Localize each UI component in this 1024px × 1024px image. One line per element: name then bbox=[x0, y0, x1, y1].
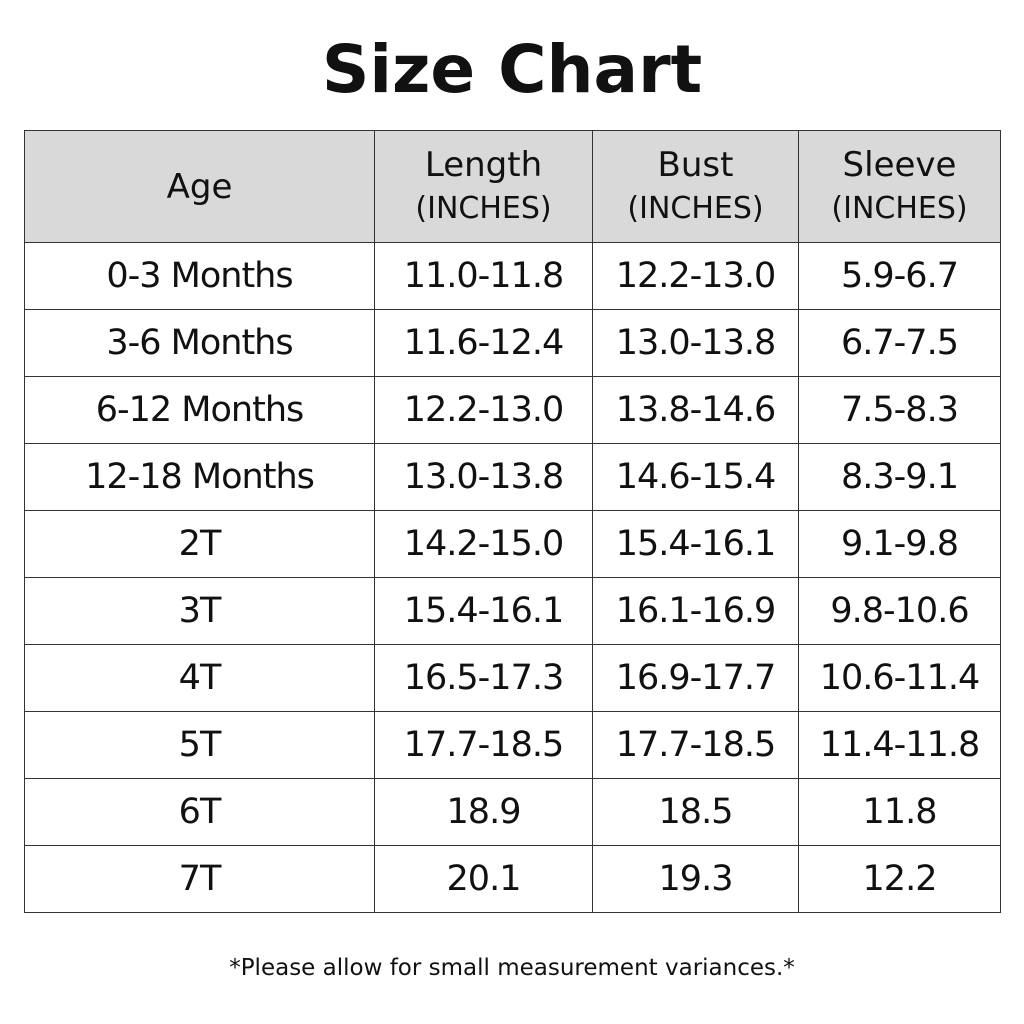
measure-cell: 18.5 bbox=[592, 778, 799, 846]
age-cell: 2T bbox=[24, 510, 375, 578]
title: Size Chart bbox=[321, 31, 703, 108]
measure-cell: 17.7-18.5 bbox=[592, 711, 799, 779]
measure-cell: 11.6-12.4 bbox=[374, 309, 593, 377]
age-cell: 12-18 Months bbox=[24, 443, 375, 511]
measure-cell: 18.9 bbox=[374, 778, 593, 846]
measure-cell: 8.3-9.1 bbox=[798, 443, 1001, 511]
table-row: 12-18 Months 13.0-13.8 14.6-15.4 8.3-9.1 bbox=[24, 443, 1001, 511]
header-cell: Bust (INCHES) bbox=[592, 130, 799, 243]
measure-cell: 5.9-6.7 bbox=[798, 242, 1001, 310]
measure-cell: 9.8-10.6 bbox=[798, 577, 1001, 645]
measure-cell: 10.6-11.4 bbox=[798, 644, 1001, 712]
measure-cell: 13.0-13.8 bbox=[592, 309, 799, 377]
measure-cell: 15.4-16.1 bbox=[592, 510, 799, 578]
measure-cell: 11.8 bbox=[798, 778, 1001, 846]
measure-cell: 14.2-15.0 bbox=[374, 510, 593, 578]
measure-cell: 12.2 bbox=[798, 845, 1001, 913]
age-cell: 6-12 Months bbox=[24, 376, 375, 444]
measure-cell: 12.2-13.0 bbox=[592, 242, 799, 310]
age-cell: 3T bbox=[24, 577, 375, 645]
age-cell: 5T bbox=[24, 711, 375, 779]
age-cell: 0-3 Months bbox=[24, 242, 375, 310]
table-body: 0-3 Months 11.0-11.8 12.2-13.0 5.9-6.7 3-6 M… bbox=[24, 242, 1001, 913]
table-row: 3T 15.4-16.1 16.1-16.9 9.8-10.6 bbox=[24, 577, 1001, 645]
header-cell: Sleeve (INCHES) bbox=[798, 130, 1001, 243]
table-row: 0-3 Months 11.0-11.8 12.2-13.0 5.9-6.7 bbox=[24, 242, 1001, 310]
header-cell: Age bbox=[24, 130, 375, 243]
table-row: 2T 14.2-15.0 15.4-16.1 9.1-9.8 bbox=[24, 510, 1001, 578]
header-unit: (INCHES) bbox=[831, 190, 968, 226]
measure-cell: 14.6-15.4 bbox=[592, 443, 799, 511]
measure-cell: 9.1-9.8 bbox=[798, 510, 1001, 578]
header-row: Age Length (INCHES) Bust (INCHES) Sleeve (INCH… bbox=[24, 130, 1001, 243]
measure-cell: 16.1-16.9 bbox=[592, 577, 799, 645]
header-label: Length bbox=[424, 144, 543, 185]
table-row: 5T 17.7-18.5 17.7-18.5 11.4-11.8 bbox=[24, 711, 1001, 779]
age-cell: 3-6 Months bbox=[24, 309, 375, 377]
table-row: 7T 20.1 19.3 12.2 bbox=[24, 845, 1001, 913]
table-row: 3-6 Months 11.6-12.4 13.0-13.8 6.7-7.5 bbox=[24, 309, 1001, 377]
footnote: *Please allow for small measurement vari… bbox=[229, 955, 795, 981]
header-unit: (INCHES) bbox=[627, 190, 764, 226]
measure-cell: 15.4-16.1 bbox=[374, 577, 593, 645]
table-row: 6T 18.9 18.5 11.8 bbox=[24, 778, 1001, 846]
measure-cell: 17.7-18.5 bbox=[374, 711, 593, 779]
measure-cell: 7.5-8.3 bbox=[798, 376, 1001, 444]
age-cell: 6T bbox=[24, 778, 375, 846]
measure-cell: 16.9-17.7 bbox=[592, 644, 799, 712]
measure-cell: 13.8-14.6 bbox=[592, 376, 799, 444]
header-label: Sleeve bbox=[842, 144, 957, 185]
header-unit: (INCHES) bbox=[415, 190, 552, 226]
age-cell: 4T bbox=[24, 644, 375, 712]
age-cell: 7T bbox=[24, 845, 375, 913]
measure-cell: 20.1 bbox=[374, 845, 593, 913]
measure-cell: 12.2-13.0 bbox=[374, 376, 593, 444]
table-row: 6-12 Months 12.2-13.0 13.8-14.6 7.5-8.3 bbox=[24, 376, 1001, 444]
measure-cell: 6.7-7.5 bbox=[798, 309, 1001, 377]
measure-cell: 13.0-13.8 bbox=[374, 443, 593, 511]
measure-cell: 11.4-11.8 bbox=[798, 711, 1001, 779]
measure-cell: 11.0-11.8 bbox=[374, 242, 593, 310]
measure-cell: 19.3 bbox=[592, 845, 799, 913]
table-row: 4T 16.5-17.3 16.9-17.7 10.6-11.4 bbox=[24, 644, 1001, 712]
size-table: Age Length (INCHES) Bust (INCHES) Sleeve (INCH… bbox=[24, 130, 1001, 913]
header-label: Age bbox=[166, 166, 233, 207]
header-cell: Length (INCHES) bbox=[374, 130, 593, 243]
header-label: Bust bbox=[657, 144, 734, 185]
measure-cell: 16.5-17.3 bbox=[374, 644, 593, 712]
